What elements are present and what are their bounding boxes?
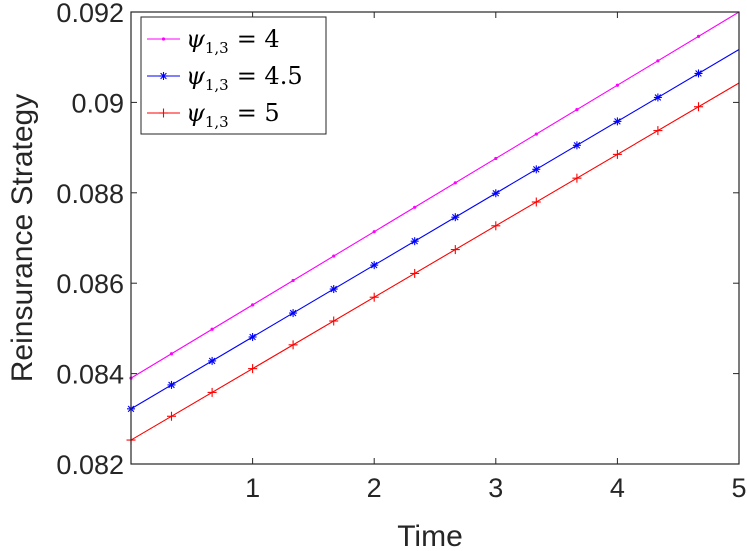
data-point bbox=[291, 278, 295, 283]
data-point bbox=[167, 380, 176, 389]
data-point bbox=[369, 292, 379, 302]
data-point bbox=[288, 340, 298, 350]
data-point bbox=[694, 69, 703, 78]
plot-area bbox=[126, 11, 740, 445]
legend-label: ψ1,3 = 5 bbox=[186, 99, 280, 131]
series-3 bbox=[126, 82, 740, 445]
data-point bbox=[453, 181, 457, 185]
data-point bbox=[248, 332, 257, 341]
data-point bbox=[653, 126, 663, 136]
data-point bbox=[161, 37, 166, 41]
data-point bbox=[166, 411, 176, 421]
data-point bbox=[207, 387, 217, 397]
data-point bbox=[534, 132, 538, 136]
data-point bbox=[410, 268, 420, 278]
axis-ticks: 1 2 3 4 5 0.082 0.084 0.086 0.088 0.09 0.092 bbox=[56, 0, 746, 503]
data-point bbox=[615, 83, 620, 87]
data-point bbox=[494, 156, 498, 161]
series-line bbox=[130, 11, 740, 379]
y-tick-label: 0.084 bbox=[56, 360, 124, 390]
data-point bbox=[491, 221, 501, 231]
legend-entry: ψ1,3 = 4.5 bbox=[147, 62, 303, 94]
data-point bbox=[410, 237, 419, 246]
x-tick-label: 1 bbox=[245, 473, 260, 503]
data-point bbox=[572, 141, 581, 150]
data-point bbox=[612, 149, 622, 159]
data-point bbox=[289, 309, 298, 318]
x-tick-label: 5 bbox=[731, 473, 746, 503]
data-point bbox=[450, 245, 460, 255]
y-tick-label: 0.082 bbox=[56, 450, 124, 480]
data-point bbox=[329, 316, 339, 326]
y-tick-label: 0.09 bbox=[71, 88, 124, 118]
legend-entry: ψ1,3 = 5 bbox=[147, 99, 280, 131]
legend: ψ1,3 = 4 ψ1,3 = 4.5 ψ1,3 = 5 bbox=[140, 16, 327, 135]
data-point bbox=[531, 197, 541, 207]
data-point bbox=[491, 189, 500, 198]
data-point bbox=[696, 34, 701, 38]
data-point bbox=[653, 93, 662, 102]
data-point bbox=[159, 72, 168, 80]
y-tick-label: 0.092 bbox=[56, 0, 124, 28]
legend-entry: ψ1,3 = 4 bbox=[147, 25, 280, 57]
data-point bbox=[572, 173, 582, 183]
y-tick-label: 0.086 bbox=[56, 269, 124, 299]
data-point bbox=[451, 213, 460, 222]
data-point bbox=[656, 59, 660, 63]
data-point bbox=[329, 285, 338, 294]
series-2 bbox=[127, 49, 740, 413]
data-point bbox=[208, 356, 217, 365]
series-1 bbox=[129, 11, 740, 380]
data-point bbox=[372, 230, 376, 234]
data-point bbox=[169, 352, 174, 356]
data-point bbox=[694, 102, 704, 112]
series-line bbox=[130, 82, 740, 441]
x-axis-label: Time bbox=[397, 520, 463, 551]
y-axis-label: Reinsurance Strategy bbox=[6, 94, 39, 383]
data-point bbox=[251, 303, 255, 307]
series-line bbox=[130, 49, 740, 410]
x-tick-label: 2 bbox=[367, 473, 382, 503]
x-tick-label: 4 bbox=[610, 473, 625, 503]
data-point bbox=[613, 117, 622, 126]
axes-box bbox=[130, 11, 740, 465]
data-point bbox=[575, 108, 579, 112]
data-point bbox=[159, 108, 168, 118]
data-point bbox=[210, 327, 214, 331]
data-point bbox=[532, 165, 541, 174]
legend-label: ψ1,3 = 4.5 bbox=[186, 62, 303, 94]
y-tick-label: 0.088 bbox=[56, 179, 124, 209]
data-point bbox=[413, 205, 417, 209]
legend-label: ψ1,3 = 4 bbox=[186, 25, 280, 57]
data-point bbox=[248, 364, 258, 374]
data-point bbox=[370, 261, 379, 270]
data-point bbox=[332, 254, 336, 258]
x-tick-label: 3 bbox=[488, 473, 503, 503]
